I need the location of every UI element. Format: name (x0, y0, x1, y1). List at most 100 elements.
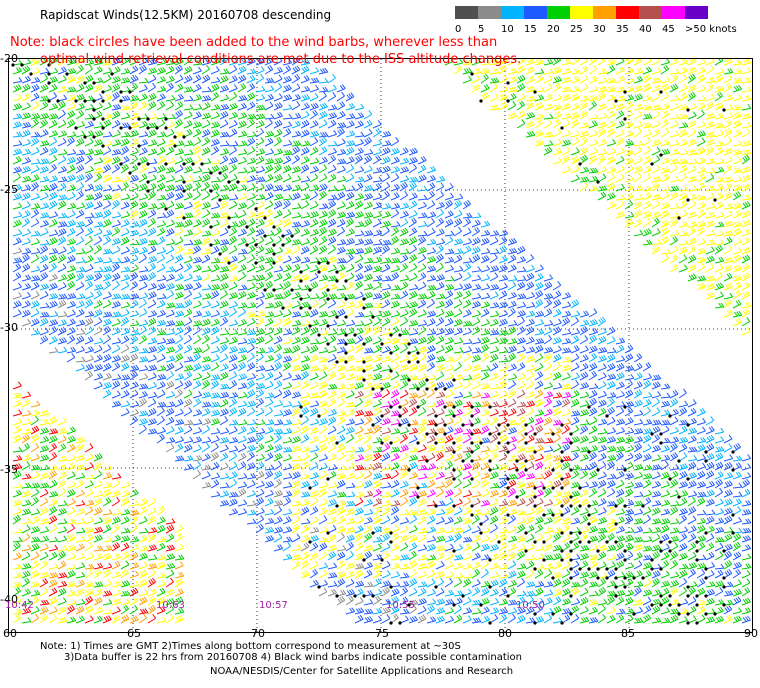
wind-barb-feather (188, 65, 193, 71)
wind-barb-feather (18, 229, 23, 234)
wind-barb-feather (81, 102, 85, 108)
wind-barb (435, 179, 445, 183)
wind-barb (462, 216, 473, 219)
wind-barb-feather (486, 237, 490, 243)
wind-barb-feather (54, 59, 58, 62)
wind-barb (354, 224, 364, 228)
wind-barb-feather (589, 59, 594, 63)
wind-barb-feather (13, 85, 18, 91)
wind-barb-feather (365, 185, 369, 191)
wind-barb-feather (322, 87, 327, 92)
wind-barb (264, 117, 274, 120)
wind-barb-feather (143, 173, 148, 178)
wind-barb-feather (618, 67, 623, 72)
wind-barb-feather (204, 129, 209, 135)
wind-barb-feather (734, 78, 738, 83)
wind-barb-feather (321, 137, 326, 143)
wind-barb-feather (600, 155, 605, 161)
wind-barb-feather (702, 201, 706, 207)
wind-barb (66, 90, 76, 93)
wind-barb-feather (305, 65, 310, 71)
wind-barb-feather (690, 139, 695, 144)
wind-barb-feather (70, 203, 74, 208)
wind-barb (228, 149, 237, 156)
wind-barb-feather (94, 274, 99, 280)
wind-barb-feather (16, 67, 20, 73)
wind-barb-feather (360, 230, 365, 235)
wind-barb-feather (143, 218, 148, 224)
wind-barb-feather (44, 254, 49, 260)
wind-barb-feather (423, 230, 428, 236)
wind-barb-feather (45, 59, 49, 62)
wind-barb-feather (718, 176, 723, 182)
wind-barb-feather (207, 201, 211, 207)
wind-barb (462, 231, 472, 237)
wind-barb-feather (693, 193, 698, 199)
wind-barb (390, 196, 400, 201)
wind-barb-feather (279, 111, 283, 117)
wind-barb-feather (692, 119, 697, 125)
wind-barb-feather (582, 111, 587, 116)
wind-barb (39, 60, 49, 66)
wind-barb (669, 189, 679, 192)
wind-barb-feather (44, 83, 49, 89)
wind-barb-feather (693, 211, 698, 216)
wind-barb-feather (683, 73, 688, 79)
wind-barb-feather (411, 255, 416, 260)
wind-barb-feather (621, 194, 626, 200)
wind-barb-feather (258, 256, 263, 261)
wind-barb-feather (708, 147, 713, 152)
wind-barb-feather (189, 248, 194, 254)
wind-barb-feather (314, 92, 319, 98)
wind-barb-feather (315, 84, 319, 90)
wind-barb (129, 233, 139, 237)
wind-barb (264, 177, 274, 183)
wind-barb-feather (306, 228, 310, 234)
wind-barb-feather (340, 211, 344, 217)
wind-barb (363, 152, 373, 156)
wind-barb-feather (513, 67, 518, 73)
wind-barb (696, 99, 706, 102)
wind-barb-feather (349, 130, 353, 136)
wind-barb-feather (546, 94, 551, 100)
wind-barb (453, 258, 463, 264)
wind-barb-feather (495, 248, 500, 254)
wind-barb-feather (733, 203, 738, 209)
wind-barb-feather (104, 249, 108, 254)
wind-barb-feather (699, 202, 704, 208)
wind-barb-feather (25, 248, 30, 253)
wind-barb (732, 214, 742, 219)
wind-barb-feather (278, 82, 283, 88)
wind-barb-feather (738, 167, 743, 173)
wind-barb-feather (332, 92, 337, 97)
wind-barb-feather (224, 200, 229, 205)
wind-barb-feather (675, 113, 680, 119)
wind-barb-feather (607, 157, 612, 163)
wind-barb-feather (468, 257, 473, 262)
wind-barb (552, 122, 561, 129)
wind-barb (390, 268, 400, 273)
wind-barb-feather (213, 93, 218, 98)
wind-barb (111, 241, 121, 246)
wind-barb-feather (747, 149, 752, 154)
wind-barb-feather (162, 247, 167, 252)
wind-barb-feather (241, 95, 246, 101)
wind-barb-feather (195, 220, 200, 225)
wind-barb-feather (627, 102, 632, 107)
wind-barb (300, 197, 310, 201)
wind-barb-feather (315, 102, 319, 108)
wind-barb (579, 87, 589, 93)
wind-barb-feather (270, 256, 275, 262)
wind-barb (201, 234, 211, 237)
wind-barb (165, 132, 175, 138)
wind-barb-feather (684, 239, 689, 244)
wind-barb (300, 232, 310, 237)
wind-barb-feather (683, 172, 688, 178)
wind-barb-feather (576, 93, 580, 99)
wind-barb-feather (431, 227, 436, 233)
wind-barb-feather (42, 120, 47, 125)
wind-barb-feather (106, 194, 111, 199)
wind-barb-feather (377, 128, 382, 133)
wind-barb (237, 232, 247, 237)
wind-barb-feather (364, 266, 369, 271)
